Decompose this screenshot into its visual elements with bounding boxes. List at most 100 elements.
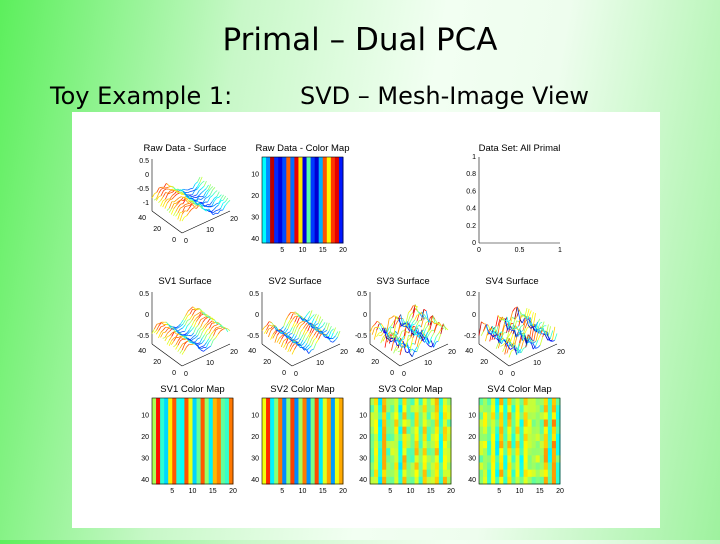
color-cell xyxy=(536,463,541,471)
color-cell xyxy=(552,420,557,428)
y-tick-label: 40 xyxy=(468,477,476,484)
color-cell xyxy=(491,463,496,471)
subtitle-left: Toy Example 1: xyxy=(49,82,232,110)
color-cell xyxy=(266,398,271,485)
color-cell xyxy=(528,405,533,413)
color-cell xyxy=(479,463,484,471)
color-cell xyxy=(443,412,448,420)
color-cell xyxy=(520,412,525,420)
color-cell xyxy=(520,455,525,463)
color-cell xyxy=(520,441,525,449)
color-cell xyxy=(225,398,230,485)
color-cell xyxy=(483,412,488,420)
z-tick-label: 0.5 xyxy=(357,291,367,298)
color-cell xyxy=(544,463,549,471)
x-tick-label: 20 xyxy=(448,349,456,356)
color-cell xyxy=(378,455,383,463)
color-cell xyxy=(431,477,436,485)
color-cell xyxy=(435,405,440,413)
color-cell xyxy=(439,448,444,456)
color-cell xyxy=(499,455,504,463)
color-cell xyxy=(511,441,516,449)
z-tick-label: 0.5 xyxy=(249,291,259,298)
color-cell xyxy=(415,405,420,413)
y-tick-label: 20 xyxy=(371,359,379,366)
color-cell xyxy=(524,470,529,478)
color-cell xyxy=(406,434,411,442)
color-cell xyxy=(386,420,391,428)
color-cell xyxy=(402,398,407,406)
color-cell xyxy=(528,477,533,485)
color-cell xyxy=(507,420,512,428)
x-tick-label: 5 xyxy=(497,488,501,495)
subplot-title: SV1 Color Map xyxy=(160,384,224,395)
color-cell xyxy=(443,463,448,471)
x-tick-label: 20 xyxy=(556,488,564,495)
color-cell xyxy=(398,398,403,406)
z-tick-label: 0 xyxy=(363,312,367,319)
color-cell xyxy=(378,398,383,406)
color-cell xyxy=(499,405,504,413)
color-cell xyxy=(411,441,416,449)
color-cell xyxy=(532,455,537,463)
color-cell xyxy=(439,412,444,420)
color-cell xyxy=(423,470,428,478)
y-tick-label: 40 xyxy=(138,215,146,222)
color-cell xyxy=(370,463,375,471)
color-cell xyxy=(487,441,492,449)
color-cell xyxy=(499,448,504,456)
color-cell xyxy=(515,412,520,420)
color-cell xyxy=(528,463,533,471)
color-cell xyxy=(499,463,504,471)
color-cell xyxy=(479,427,484,435)
color-cell xyxy=(507,427,512,435)
color-cell xyxy=(540,427,545,435)
color-cell xyxy=(274,398,279,485)
x-tick-label: 5 xyxy=(170,488,174,495)
color-cell xyxy=(548,455,553,463)
color-cell xyxy=(479,398,484,406)
color-cell xyxy=(398,420,403,428)
color-cell xyxy=(515,398,520,406)
color-cell xyxy=(544,477,549,485)
color-cell xyxy=(411,412,416,420)
y-tick-label: 30 xyxy=(141,456,149,463)
color-cell xyxy=(495,398,500,406)
y-tick-label: 10 xyxy=(251,172,259,179)
y-tick-label: 20 xyxy=(141,434,149,441)
color-cell xyxy=(386,463,391,471)
color-cell xyxy=(176,398,181,485)
color-cell xyxy=(536,398,541,406)
color-cell xyxy=(327,157,332,244)
color-cell xyxy=(423,427,428,435)
x-tick-label: 10 xyxy=(407,488,415,495)
color-cell xyxy=(402,441,407,449)
color-cell xyxy=(427,405,432,413)
color-cell xyxy=(552,412,557,420)
color-cell xyxy=(415,448,420,456)
color-cell xyxy=(515,427,520,435)
color-cell xyxy=(507,434,512,442)
color-cell xyxy=(524,427,529,435)
z-tick-label: -1 xyxy=(143,200,149,207)
color-cell xyxy=(172,398,177,485)
color-cell xyxy=(423,441,428,449)
color-cell xyxy=(479,405,484,413)
surface-mesh xyxy=(503,320,505,321)
color-cell xyxy=(520,463,525,471)
color-cell xyxy=(511,420,516,428)
color-cell xyxy=(532,398,537,406)
color-cell xyxy=(370,470,375,478)
color-cell xyxy=(495,405,500,413)
color-cell xyxy=(528,441,533,449)
subplot-title: SV3 Color Map xyxy=(378,384,442,395)
color-cell xyxy=(552,398,557,406)
color-cell xyxy=(499,427,504,435)
color-cell xyxy=(217,398,222,485)
color-cell xyxy=(544,448,549,456)
color-cell xyxy=(540,448,545,456)
color-cell xyxy=(378,441,383,449)
color-cell xyxy=(491,412,496,420)
color-cell xyxy=(374,420,379,428)
color-cell xyxy=(390,420,395,428)
